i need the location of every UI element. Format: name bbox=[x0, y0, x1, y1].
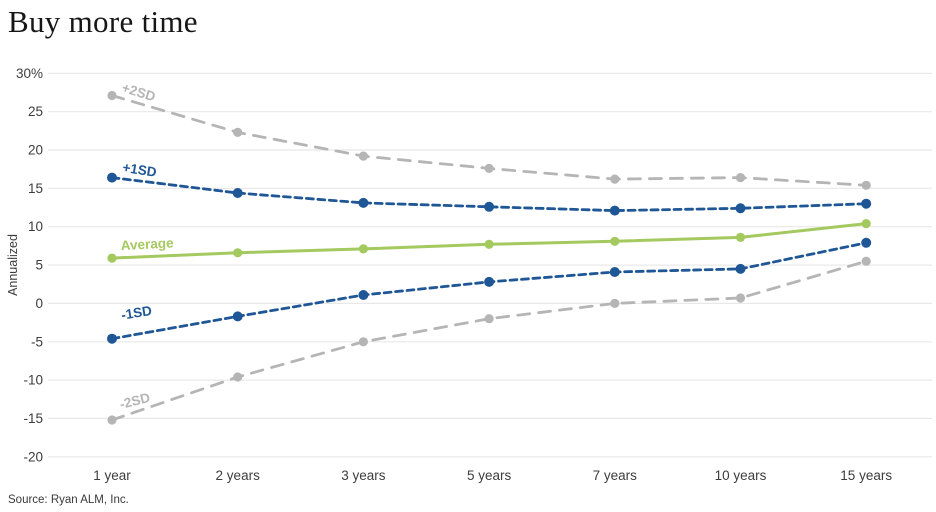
y-tick-label: 25 bbox=[28, 104, 43, 119]
data-point-plus1sd-5 bbox=[735, 203, 746, 214]
series-line-minus1sd bbox=[110, 241, 868, 341]
data-point-plus1sd-3 bbox=[484, 201, 495, 212]
data-point-plus2sd-5 bbox=[735, 173, 746, 183]
data-point-minus1sd-6 bbox=[861, 237, 872, 248]
x-tick-label: 7 years bbox=[593, 468, 638, 483]
x-tick-label: 5 years bbox=[467, 468, 512, 483]
data-point-average-5 bbox=[735, 232, 746, 242]
data-point-minus2sd-5 bbox=[735, 293, 746, 303]
data-point-minus1sd-2 bbox=[358, 290, 369, 300]
data-point-minus1sd-1 bbox=[232, 311, 243, 322]
data-point-average-6 bbox=[861, 219, 871, 229]
y-tick-label: -10 bbox=[23, 373, 43, 388]
data-point-average-0 bbox=[107, 253, 117, 263]
data-point-minus2sd-1 bbox=[233, 372, 243, 382]
data-point-plus2sd-6 bbox=[861, 180, 871, 190]
series-label-plus1sd: +1SD bbox=[122, 160, 158, 180]
data-point-minus1sd-4 bbox=[609, 267, 620, 277]
data-point-plus1sd-4 bbox=[609, 205, 620, 216]
source-text: Source: Ryan ALM, Inc. bbox=[8, 494, 129, 506]
data-point-average-3 bbox=[484, 239, 494, 249]
y-tick-label: 5 bbox=[35, 258, 43, 273]
data-point-minus1sd-0 bbox=[107, 333, 117, 344]
y-tick-label: 30% bbox=[16, 66, 43, 81]
y-tick-label: 15 bbox=[28, 181, 43, 196]
x-tick-label: 15 years bbox=[840, 468, 892, 483]
data-point-plus2sd-0 bbox=[107, 90, 117, 101]
x-tick-label: 2 years bbox=[216, 468, 261, 483]
data-point-minus2sd-2 bbox=[358, 337, 368, 347]
data-point-average-2 bbox=[358, 244, 368, 254]
data-point-plus2sd-2 bbox=[358, 151, 368, 161]
data-point-minus2sd-6 bbox=[861, 256, 871, 266]
data-point-plus2sd-1 bbox=[233, 127, 243, 137]
data-point-minus2sd-4 bbox=[610, 298, 620, 308]
data-point-plus1sd-6 bbox=[861, 198, 872, 209]
data-point-average-4 bbox=[610, 236, 620, 246]
y-tick-label: 20 bbox=[28, 143, 43, 158]
data-point-plus1sd-1 bbox=[232, 188, 243, 198]
x-tick-label: 10 years bbox=[715, 468, 767, 483]
y-tick-label: -5 bbox=[31, 334, 43, 349]
data-point-plus1sd-0 bbox=[107, 172, 117, 183]
data-point-minus1sd-3 bbox=[484, 276, 495, 287]
x-tick-label: 1 year bbox=[93, 468, 131, 483]
data-point-plus2sd-3 bbox=[484, 163, 494, 173]
data-point-plus1sd-2 bbox=[358, 197, 369, 208]
page-title: Buy more time bbox=[8, 4, 198, 39]
y-tick-label: -20 bbox=[23, 449, 43, 464]
data-point-minus2sd-3 bbox=[484, 314, 494, 324]
series-label-minus1sd: -1SD bbox=[120, 303, 153, 323]
series-label-plus2sd: +2SD bbox=[120, 80, 157, 104]
y-tick-label: 10 bbox=[28, 219, 43, 234]
data-point-minus2sd-0 bbox=[107, 415, 117, 425]
y-tick-label: -15 bbox=[23, 411, 43, 426]
series-label-minus2sd: -2SD bbox=[118, 390, 152, 412]
y-tick-label: 0 bbox=[35, 296, 43, 311]
data-point-minus1sd-5 bbox=[735, 263, 746, 274]
data-point-average-1 bbox=[233, 248, 243, 258]
data-point-plus2sd-4 bbox=[610, 174, 620, 184]
series-label-average: Average bbox=[120, 235, 174, 253]
x-tick-label: 3 years bbox=[341, 468, 386, 483]
